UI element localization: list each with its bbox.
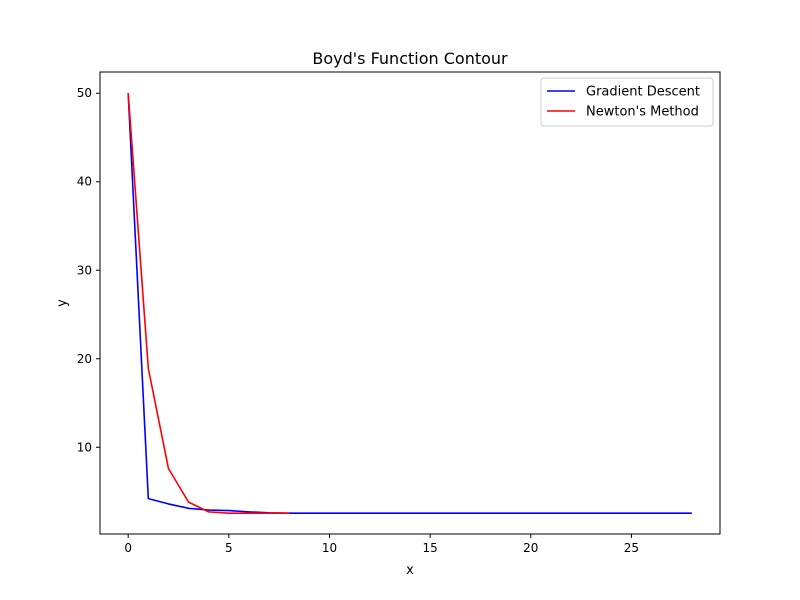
legend-box xyxy=(540,77,714,127)
axes-frame xyxy=(99,71,721,535)
y-tick-label: 10 xyxy=(77,440,92,454)
y-tick-label: 40 xyxy=(77,175,92,189)
x-tick-label: 10 xyxy=(322,541,337,555)
y-tick-label: 20 xyxy=(77,352,92,366)
y-tick-label: 30 xyxy=(77,263,92,277)
x-axis-label: x xyxy=(406,563,414,578)
chart-title: Boyd's Function Contour xyxy=(312,49,508,68)
series-line-0 xyxy=(127,93,692,515)
plot-area: 0 5 10 15 20 25 10 20 30 40 50 xyxy=(77,71,721,555)
x-tick-label: 20 xyxy=(523,541,538,555)
legend-label-0: Gradient Descent xyxy=(586,85,700,100)
legend-label-1: Newton's Method xyxy=(586,105,699,120)
legend: Gradient Descent Newton's Method xyxy=(540,77,714,127)
x-tick-label: 0 xyxy=(124,541,132,555)
series-line-1 xyxy=(127,93,290,515)
x-tick-label: 5 xyxy=(225,541,233,555)
y-tick-label: 50 xyxy=(77,86,92,100)
x-tick-label: 15 xyxy=(422,541,437,555)
x-tick-label: 25 xyxy=(624,541,639,555)
y-axis-label: y xyxy=(55,299,70,307)
